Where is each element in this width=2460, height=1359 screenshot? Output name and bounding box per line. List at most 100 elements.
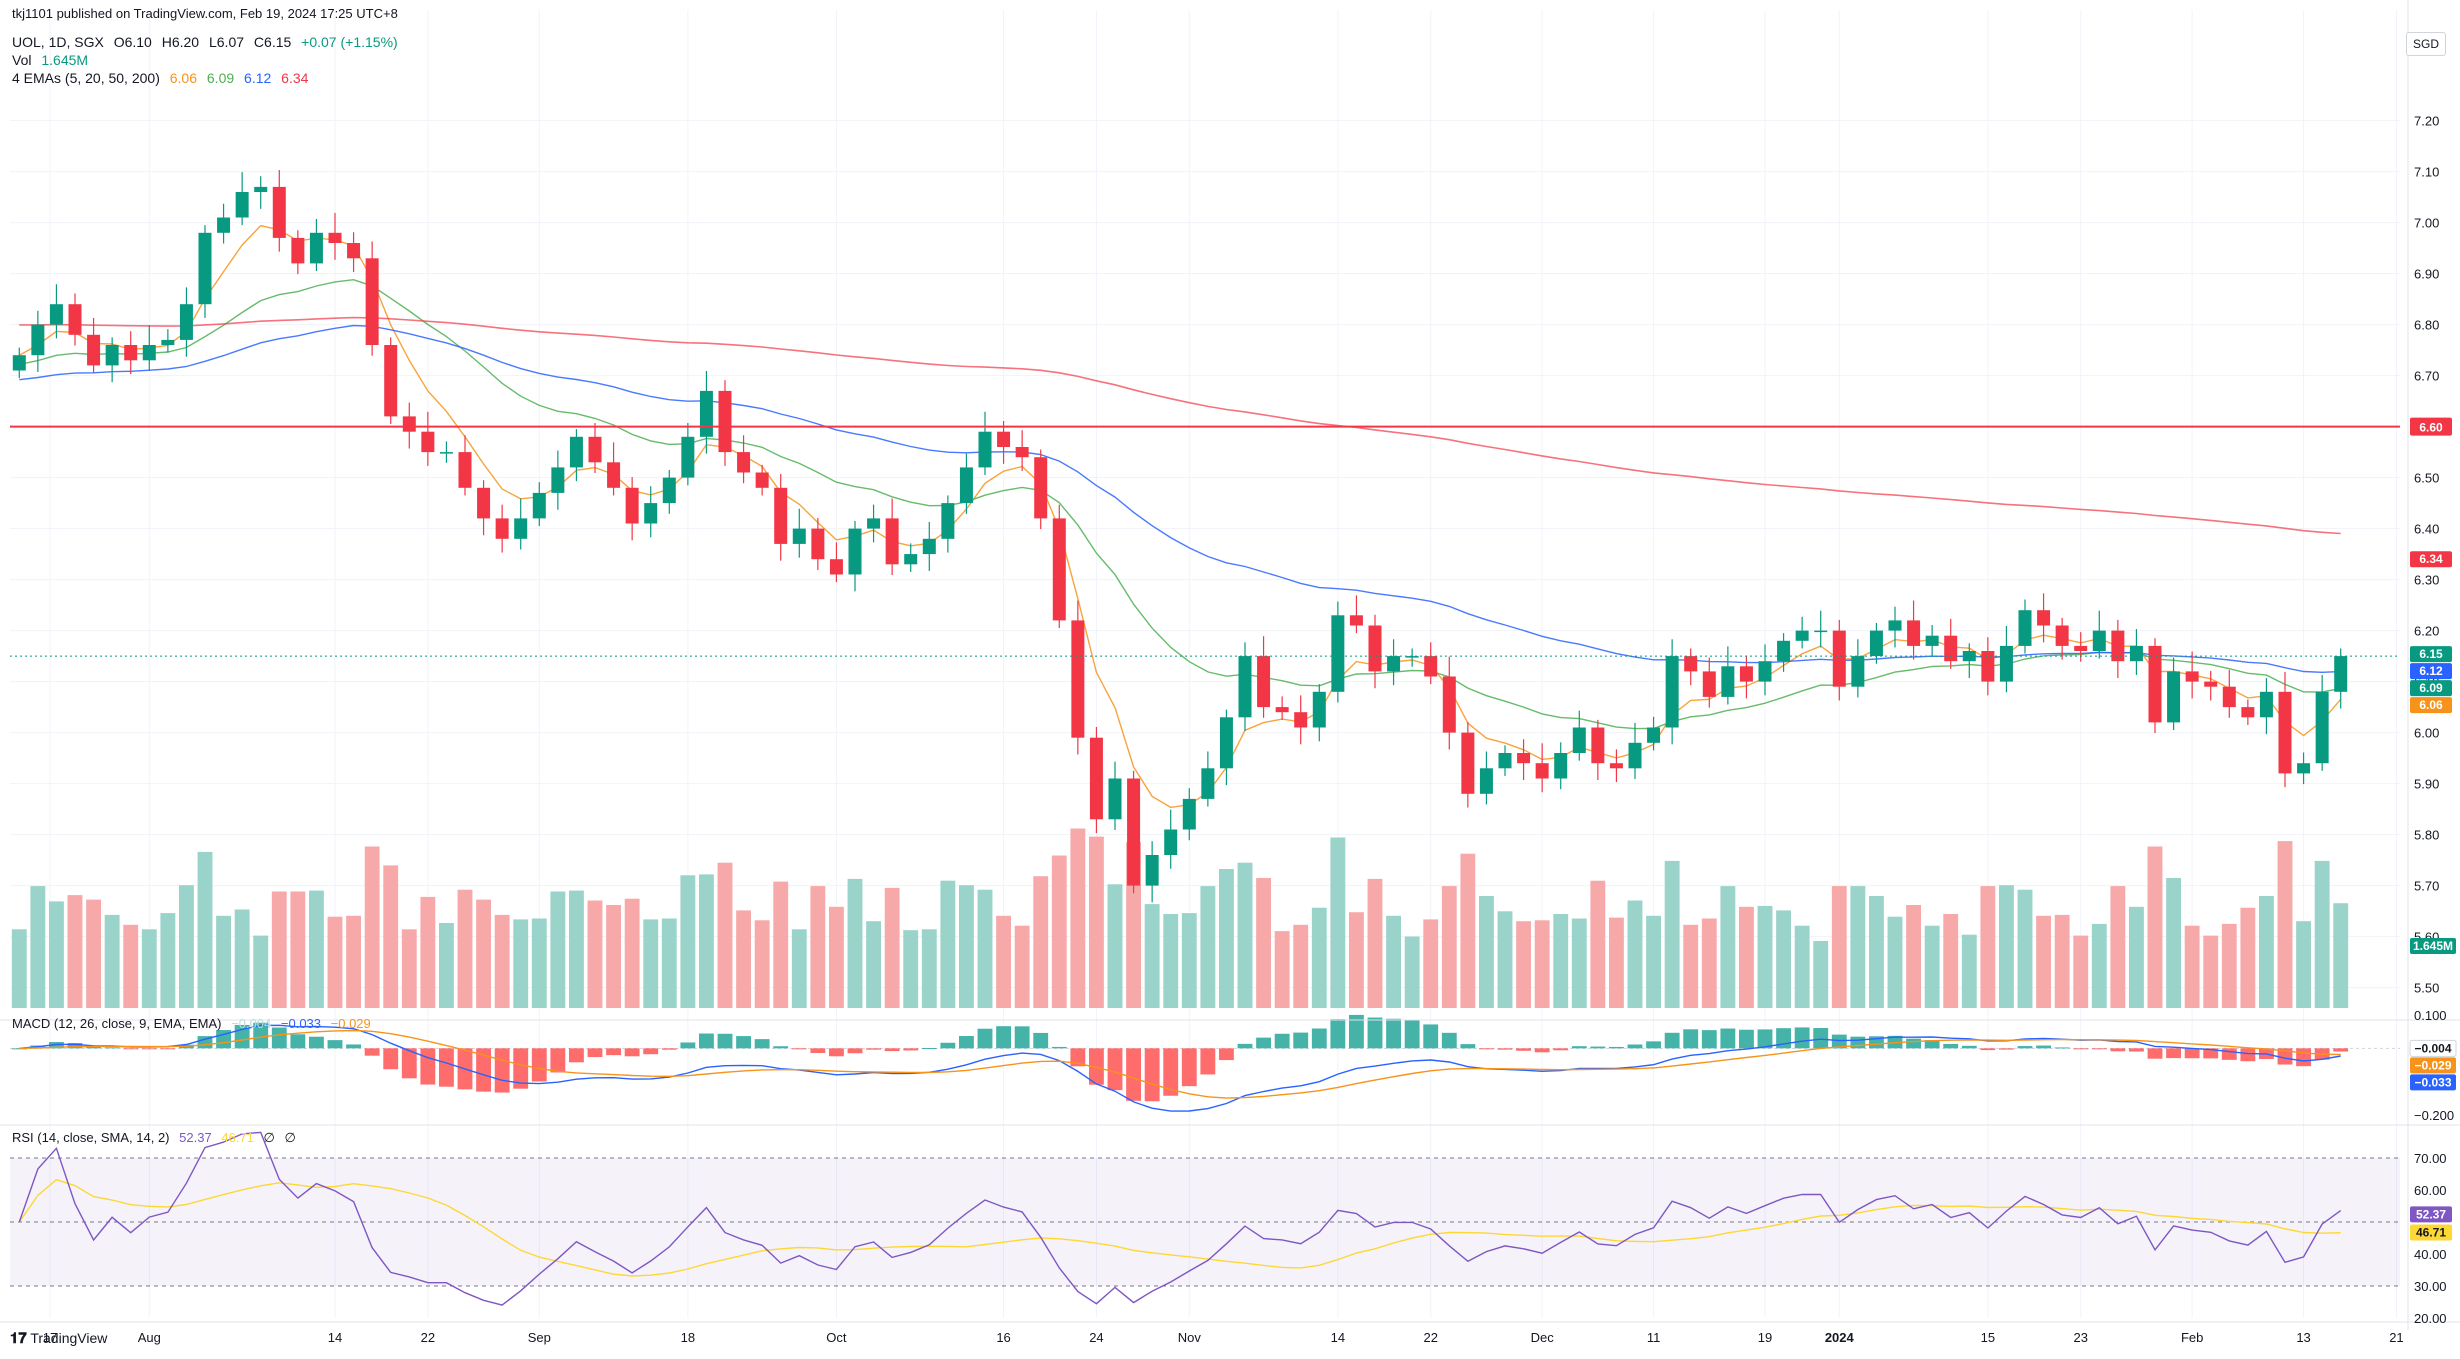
macd-histogram-bar (810, 1048, 826, 1054)
macd-histogram-bar (364, 1048, 380, 1056)
macd-histogram-bar (1460, 1044, 1476, 1049)
candle-body (1164, 829, 1178, 855)
volume-legend[interactable]: Vol 1.645M (12, 52, 94, 68)
macd-histogram-bar (1980, 1048, 1996, 1051)
candle-body (1052, 518, 1066, 621)
candle-body (2148, 645, 2162, 723)
time-tick-label: Dec (1531, 1330, 1555, 1345)
volume-bar (1460, 853, 1476, 1008)
macd-histogram-bar (1943, 1043, 1959, 1049)
rsi-legend[interactable]: RSI (14, close, SMA, 14, 2) 52.37 46.71 … (12, 1130, 302, 1146)
macd-signal-value: −0.029 (330, 1016, 371, 1031)
macd-histogram-bar (661, 1048, 677, 1050)
macd-histogram-bar (1349, 1014, 1364, 1049)
rsi-tick-label: 30.00 (2414, 1279, 2447, 1294)
macd-pane (10, 1014, 2400, 1112)
volume-bar (1181, 913, 1197, 1008)
volume-bar (420, 896, 436, 1008)
price-badge (2410, 646, 2452, 663)
volume-bar (2129, 906, 2144, 1008)
volume-value: 1.645M (41, 52, 89, 68)
price-tick-label: 5.50 (2414, 981, 2439, 996)
symbol-name[interactable]: UOL, 1D, SGX (12, 34, 104, 50)
macd-signal-line (19, 1029, 2341, 1099)
ema50-line (19, 324, 2341, 674)
candle-body (1387, 656, 1401, 672)
candle-body (1294, 712, 1308, 728)
price-tick-label: 6.70 (2414, 369, 2439, 384)
macd-histogram-bar (1311, 1028, 1327, 1049)
volume-bar (1813, 941, 1829, 1008)
candle-body (309, 232, 323, 264)
macd-histogram-bar (271, 1027, 287, 1049)
price-tick-label: 6.30 (2414, 573, 2439, 588)
ema20-line (19, 278, 2341, 730)
rsi-badge (2410, 1206, 2452, 1223)
macd-histogram-bar (2277, 1048, 2293, 1065)
volume-bar (1534, 920, 1550, 1008)
ema-legend[interactable]: 4 EMAs (5, 20, 50, 200) 6.06 6.09 6.12 6… (12, 70, 314, 86)
volume-bar (160, 913, 176, 1008)
volume-bar (2036, 915, 2051, 1008)
time-tick-label: 18 (681, 1330, 695, 1345)
macd-histogram-bar (2054, 1047, 2070, 1049)
volume-bar (2296, 921, 2311, 1008)
macd-hist-value: −0.004 (231, 1016, 272, 1031)
price-tick-label: 6.50 (2414, 471, 2439, 486)
candle-body (1832, 630, 1846, 687)
price-tick-label: 7.20 (2414, 114, 2439, 129)
macd-histogram-bar (903, 1048, 919, 1051)
macd-histogram-bar (327, 1040, 343, 1049)
macd-histogram-bar (1014, 1026, 1030, 1049)
macd-histogram-bar (2073, 1048, 2089, 1050)
macd-histogram-bar (1330, 1019, 1346, 1049)
macd-histogram-bar (2184, 1048, 2200, 1059)
tradingview-logo[interactable]: 𝟏𝟕 TradingView (10, 1330, 108, 1347)
macd-histogram-bar (1683, 1029, 1699, 1049)
volume-bar (810, 886, 826, 1008)
candle-body (142, 345, 156, 361)
candle-body (1238, 656, 1252, 718)
ema20-value: 6.09 (206, 70, 235, 86)
macd-legend[interactable]: MACD (12, 26, close, 9, EMA, EMA) −0.004… (12, 1016, 377, 1031)
candle-body (737, 452, 751, 473)
volume-bar (1887, 916, 1903, 1008)
candle-body (1795, 630, 1809, 641)
price-tick-label: 6.40 (2414, 522, 2439, 537)
time-tick-label: 14 (328, 1330, 342, 1345)
volume-bar (531, 918, 547, 1008)
ema200-value: 6.34 (281, 70, 309, 86)
candle-body (1127, 778, 1141, 886)
macd-histogram-bar (141, 1048, 157, 1050)
volume-bar (1646, 915, 1661, 1008)
candle-body (867, 518, 881, 529)
price-tick-label: 6.80 (2414, 318, 2439, 333)
volume-bar (1701, 918, 1717, 1008)
volume-bar (1590, 880, 1606, 1008)
time-tick-label: 22 (421, 1330, 435, 1345)
candle-body (1349, 615, 1363, 626)
symbol-legend[interactable]: UOL, 1D, SGX O6.10 H6.20 L6.07 C6.15 +0.… (12, 34, 404, 50)
macd-histogram-bar (1070, 1048, 1086, 1067)
candlesticks (12, 170, 2348, 903)
macd-histogram-bar (2129, 1048, 2144, 1052)
macd-histogram-bar (1033, 1032, 1049, 1049)
candle-body (532, 492, 546, 519)
macd-label: MACD (12, 26, close, 9, EMA, EMA) (12, 1016, 222, 1031)
candle-body (1999, 645, 2013, 682)
volume-bar (1869, 896, 1884, 1008)
candle-body (124, 345, 138, 361)
time-tick-label: 11 (1647, 1330, 1661, 1345)
macd-histogram-bar (1219, 1048, 1234, 1061)
candle-body (2018, 610, 2032, 646)
candle-body (2055, 625, 2069, 646)
volume-bar (866, 921, 881, 1008)
macd-histogram-bar (1794, 1027, 1810, 1049)
candle-body (1201, 768, 1215, 799)
candle-body (12, 355, 26, 371)
candle-body (922, 538, 936, 555)
volume-bar (1237, 862, 1253, 1008)
currency-badge[interactable]: SGD (2406, 32, 2446, 56)
candle-body (514, 518, 528, 539)
